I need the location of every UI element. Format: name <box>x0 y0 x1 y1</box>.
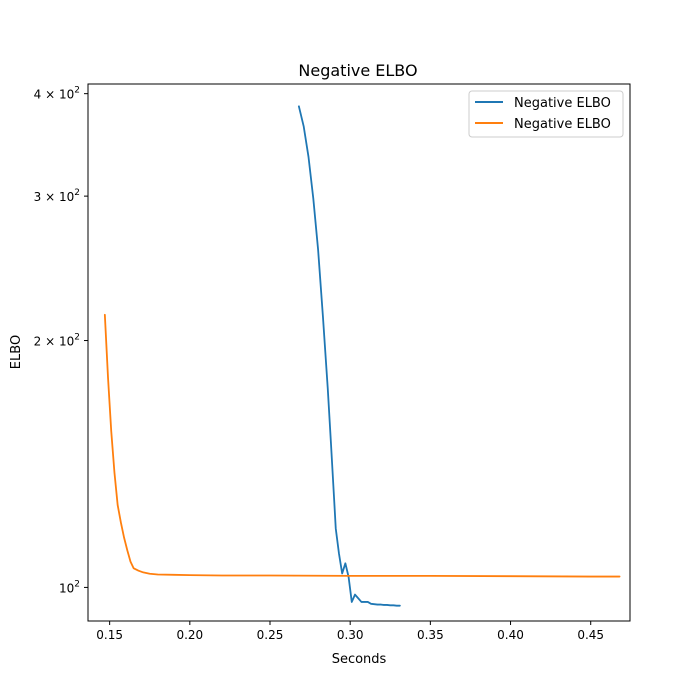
x-tick-label: 0.15 <box>96 628 123 642</box>
x-tick-label: 0.40 <box>497 628 524 642</box>
y-axis-label: ELBO <box>9 335 24 369</box>
plot-frame <box>87 83 631 622</box>
chart-title: Negative ELBO <box>298 61 417 80</box>
y-tick-label: 2 × 102 <box>34 333 80 349</box>
legend-label-series-1: Negative ELBO <box>514 96 611 111</box>
x-axis-ticks: 0.15 0.20 0.25 0.30 0.35 0.40 0.45 <box>96 621 604 642</box>
series-line-2 <box>103 313 621 578</box>
x-tick-label: 0.35 <box>417 628 444 642</box>
y-tick-label: 4 × 102 <box>34 86 80 102</box>
x-axis-label: Seconds <box>332 652 387 667</box>
legend-box <box>468 90 624 138</box>
x-tick-label: 0.45 <box>577 628 604 642</box>
x-tick-label: 0.30 <box>337 628 364 642</box>
x-tick-label: 0.25 <box>257 628 284 642</box>
legend-label-series-2: Negative ELBO <box>514 117 611 132</box>
y-tick-label: 3 × 102 <box>34 188 80 204</box>
series-layer <box>103 105 621 607</box>
y-tick-label: 102 <box>59 579 80 595</box>
series-line-1 <box>297 105 401 607</box>
legend: Negative ELBO Negative ELBO <box>468 90 624 138</box>
x-tick-label: 0.20 <box>176 628 203 642</box>
y-axis-ticks: 102 2 × 102 3 × 102 4 × 102 <box>34 86 88 595</box>
